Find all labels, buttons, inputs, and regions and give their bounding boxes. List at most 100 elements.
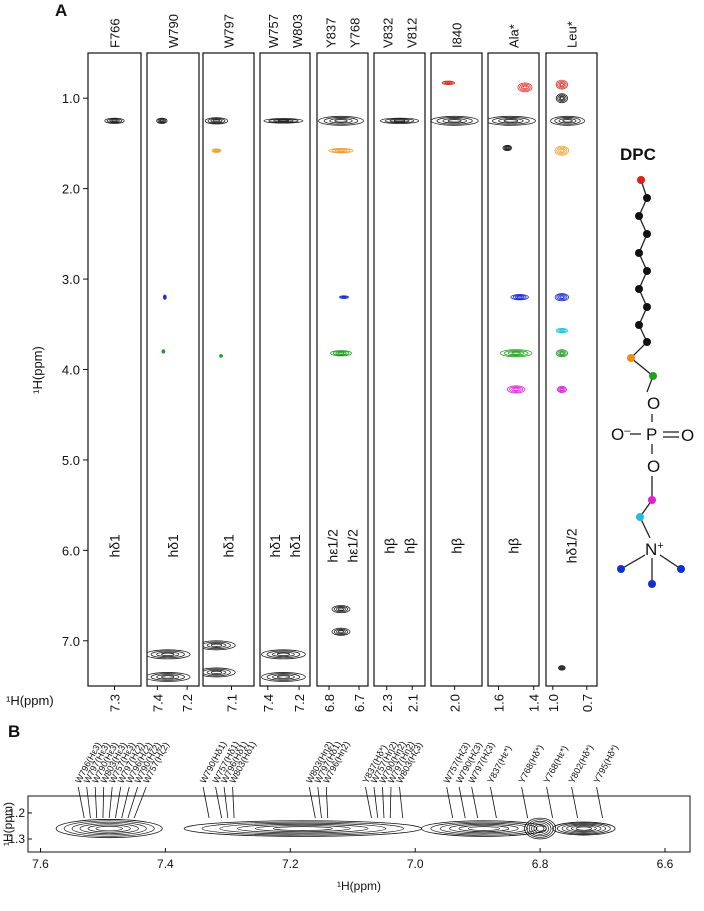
contour-ring [96, 826, 123, 831]
strip-frame [431, 53, 482, 686]
atom [643, 303, 651, 311]
residue-label: W803 [290, 14, 305, 48]
residue-label: Leu* [565, 21, 580, 48]
contour-ring [162, 653, 174, 656]
strip-frame [88, 53, 141, 686]
residue-label: V832 [381, 18, 396, 48]
atom [643, 230, 651, 238]
contour-ring [112, 120, 117, 122]
atom [677, 565, 685, 573]
atom [635, 249, 643, 257]
leader-line [365, 787, 371, 818]
contour-ring [560, 330, 563, 331]
contour-ring [431, 822, 537, 835]
leader-line [309, 787, 315, 818]
residue-label: Y837 [324, 18, 339, 48]
y-tick-label: 1.2 [8, 806, 25, 820]
strip [146, 118, 191, 681]
charge: – [624, 425, 631, 437]
x-axis-label: ¹H(ppm) [337, 879, 381, 893]
contour-ring [221, 356, 222, 357]
leader-line [399, 787, 402, 818]
x-tick-label: 6.8 [322, 694, 337, 712]
contour-ring [440, 823, 527, 834]
contour-ring [560, 83, 563, 86]
leader-line [203, 787, 209, 818]
contour-ring [278, 120, 289, 121]
leader-line [122, 787, 130, 818]
atom-label: O– [611, 425, 631, 444]
strip [380, 118, 418, 123]
contour-ring [560, 296, 564, 298]
residue-label: F766 [108, 18, 123, 48]
x-tick-label: 0.7 [580, 694, 595, 712]
x-tick-label: 7.1 [225, 694, 240, 712]
panel-label: A [55, 1, 67, 20]
bond [640, 476, 652, 538]
leader-line [390, 787, 391, 818]
atom [635, 321, 643, 329]
peaks [56, 818, 704, 839]
contour-ring [562, 824, 606, 833]
contour-ring [220, 823, 386, 834]
contour-ring [517, 296, 522, 298]
assignment-label: hβ [382, 538, 398, 554]
leader-line [115, 787, 120, 818]
residue-label: W757 [266, 14, 281, 48]
peak-label: Y795(Hδ*) [592, 743, 621, 785]
leader-line [490, 787, 496, 818]
leader-line [318, 787, 322, 818]
charge: + [657, 540, 663, 552]
x-axis-label: ¹H(ppm) [6, 693, 54, 708]
y-tick-label: 3.0 [62, 272, 80, 287]
atom-label: O [681, 426, 694, 445]
bond [621, 555, 645, 569]
assignment-label: hδ1 [165, 534, 181, 558]
y-tick-label: 5.0 [62, 453, 80, 468]
x-tick-label: 7.6 [32, 857, 49, 871]
contour-ring [277, 676, 289, 679]
atom [635, 285, 643, 293]
contour-ring [523, 86, 527, 89]
assignment-label: hε1/2 [325, 529, 341, 563]
strip [105, 118, 124, 123]
contour-ring [343, 297, 346, 298]
leader-line [224, 787, 228, 818]
contour-ring [202, 822, 404, 835]
leader-line [522, 787, 528, 818]
x-tick-label: 1.0 [546, 694, 561, 712]
atom-label: O [647, 457, 660, 476]
contour-ring [211, 644, 222, 647]
x-tick-label: 7.2 [180, 694, 195, 712]
y-tick-label: 1.3 [8, 832, 25, 846]
atom [643, 194, 651, 202]
leader-line [382, 787, 383, 818]
atom-label: N [645, 540, 657, 559]
peak-label: Y768(Hδ*) [517, 743, 546, 785]
contour-ring [335, 120, 348, 123]
atom-label: O [647, 394, 660, 413]
contour-ring [394, 120, 405, 122]
contour-ring [448, 120, 461, 123]
contour-ring [512, 352, 521, 354]
molecule-title: DPC [620, 145, 656, 164]
contour-ring [504, 120, 518, 123]
contour-ring [561, 389, 564, 391]
x-tick-label: 7.3 [108, 694, 123, 712]
contour-ring [163, 351, 164, 352]
residue-label: V812 [405, 18, 420, 48]
strip [262, 119, 306, 682]
atom [648, 580, 656, 588]
contour-ring [160, 120, 163, 122]
leader-line [472, 787, 478, 818]
assignment-label: hβ [402, 538, 418, 554]
residue-label: W790 [166, 14, 181, 48]
contour-ring [514, 388, 519, 390]
x-tick-label: 7.2 [292, 694, 307, 712]
contour-ring [338, 631, 343, 633]
leader-line [447, 787, 453, 818]
contour-ring [164, 297, 165, 298]
x-tick-label: 6.8 [532, 857, 549, 871]
atom [643, 338, 651, 346]
x-tick-label: 7.4 [157, 857, 174, 871]
